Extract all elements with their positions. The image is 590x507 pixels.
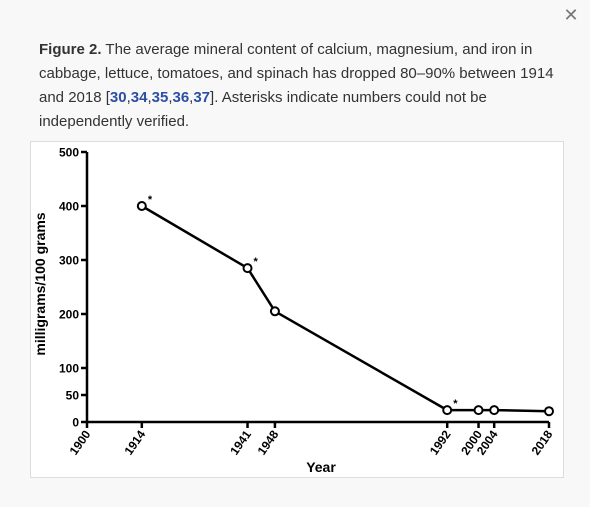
y-tick-label: 400 bbox=[59, 200, 79, 214]
ref-link-36[interactable]: 36 bbox=[172, 89, 190, 106]
data-point bbox=[442, 405, 453, 416]
figure-panel: 0 50 100 200 300 400 500 1900 1914 1941 1948 1992 20… bbox=[30, 141, 564, 478]
caption-text-2: ]. Asterisks indicate numbers could not … bbox=[39, 89, 487, 130]
figure-label: Figure 2. bbox=[39, 41, 102, 58]
data-point bbox=[269, 306, 280, 317]
caption-text-1: The average mineral content of calcium, … bbox=[39, 41, 554, 106]
y-axis-label: milligrams/100 grams bbox=[32, 212, 48, 355]
data-point bbox=[473, 405, 484, 416]
x-tick-label: 1941 bbox=[227, 427, 254, 457]
asterisk-annotation: * bbox=[254, 256, 259, 268]
data-point bbox=[489, 405, 500, 416]
data-point bbox=[544, 406, 554, 417]
data-point bbox=[242, 263, 253, 274]
x-tick-label: 1992 bbox=[427, 427, 454, 457]
line-chart: 0 50 100 200 300 400 500 1900 1914 1941 1948 1992 20… bbox=[32, 146, 556, 476]
close-icon[interactable]: ✕ bbox=[563, 5, 579, 25]
asterisk-annotation: * bbox=[453, 398, 458, 410]
ref-link-30[interactable]: 30 bbox=[109, 89, 127, 106]
series-line bbox=[141, 204, 550, 413]
y-tick-label: 300 bbox=[59, 254, 79, 268]
x-axis-label: Year bbox=[306, 459, 336, 475]
ref-link-34[interactable]: 34 bbox=[130, 89, 148, 106]
data-point bbox=[136, 201, 147, 211]
y-tick-label: 500 bbox=[59, 146, 79, 160]
chart-plot: * * * bbox=[136, 194, 554, 417]
ref-link-35[interactable]: 35 bbox=[151, 89, 169, 106]
ref-link-37[interactable]: 37 bbox=[193, 89, 211, 106]
y-tick-label: 0 bbox=[72, 416, 79, 430]
y-tick-label: 100 bbox=[59, 362, 79, 376]
figure-caption: Figure 2. The average mineral content of… bbox=[39, 41, 554, 130]
x-tick-label: 2018 bbox=[529, 427, 556, 457]
asterisk-annotation: * bbox=[148, 194, 153, 206]
y-tick-label: 200 bbox=[59, 308, 79, 322]
x-tick-label: 1914 bbox=[121, 427, 148, 457]
x-tick-label: 1948 bbox=[255, 427, 282, 457]
x-tick-label: 1900 bbox=[67, 427, 94, 457]
y-tick-label: 50 bbox=[66, 389, 80, 403]
